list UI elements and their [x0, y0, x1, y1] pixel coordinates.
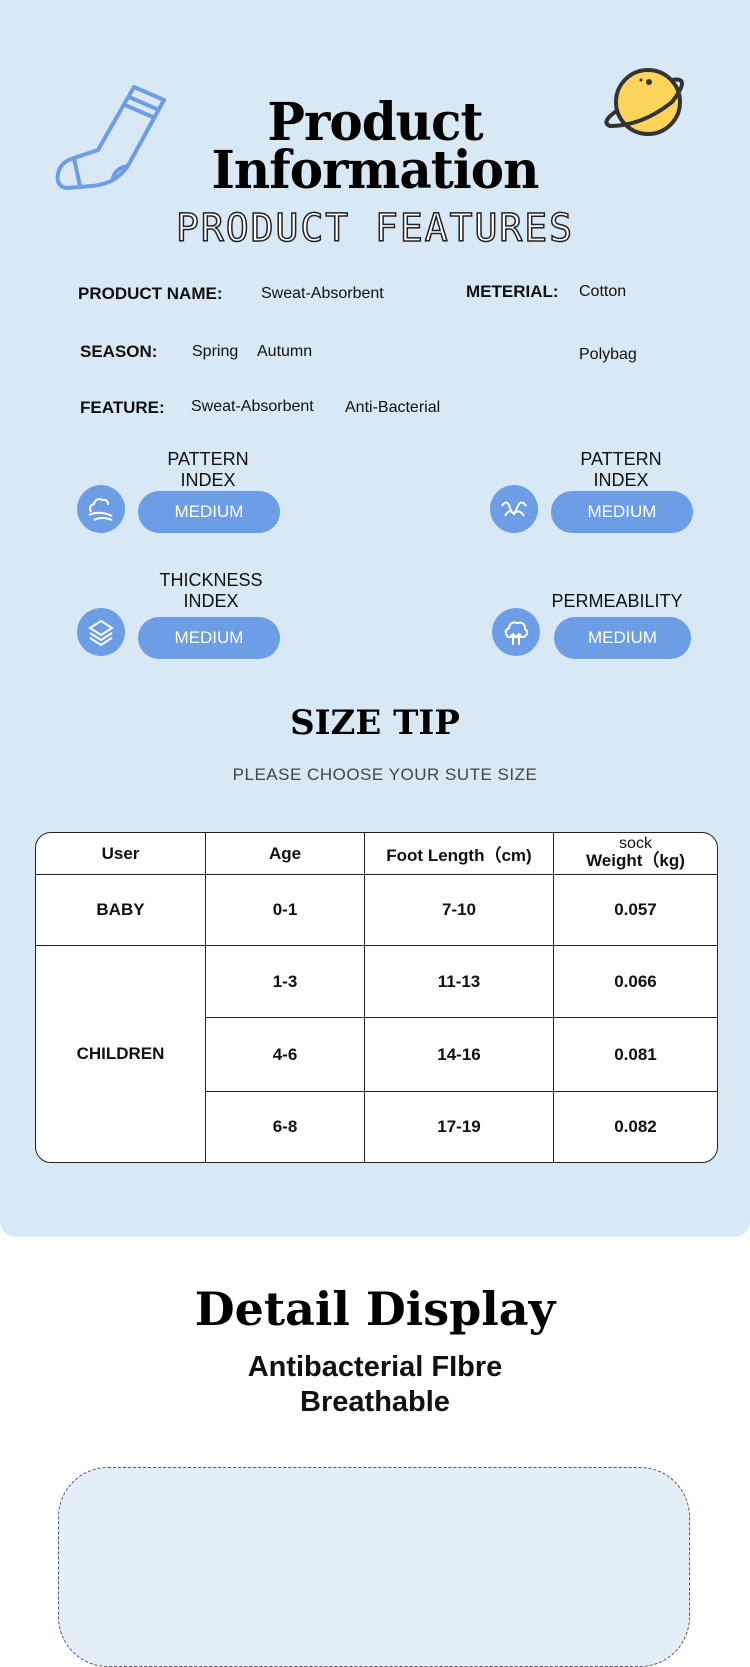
cell-weight: 0.082	[614, 1117, 657, 1136]
header-age: Age	[206, 833, 365, 875]
size-tip-title: SIZE TIP	[290, 703, 460, 743]
cell-age: 0-1	[206, 875, 365, 946]
season-value-2: Autumn	[257, 343, 313, 360]
material-label: METERIAL:	[466, 282, 559, 301]
detail-display-title: Detail Display	[194, 1282, 556, 1336]
index-label: PATTERN INDEX	[167, 449, 249, 490]
table-row: 4-6 14-16 0.081	[36, 1018, 717, 1092]
cell-weight: 0.057	[554, 875, 717, 946]
product-name-value: Sweat-Absorbent	[261, 285, 384, 302]
cell-age: 4-6	[206, 1018, 365, 1092]
layers-icon	[77, 608, 125, 656]
cell-foot: 7-10	[365, 875, 554, 946]
cloud-wind-icon	[77, 485, 125, 533]
cell-user: BABY	[36, 875, 206, 946]
cell-weight: 0.066	[554, 946, 717, 1018]
index-label: THICKNESS INDEX	[159, 570, 263, 611]
index-value-pill: MEDIUM	[554, 617, 691, 659]
cell-foot: 14-16	[365, 1018, 554, 1092]
subtitle: PRODUCT FEATURES	[175, 205, 575, 251]
feature-label: FEATURE:	[80, 398, 165, 417]
feature-value-2: Anti-Bacterial	[345, 399, 441, 416]
index-value-pill: MEDIUM	[138, 617, 280, 659]
season-label: SEASON:	[80, 342, 158, 361]
index-value-pill: MEDIUM	[138, 491, 280, 533]
header-foot-length: Foot Length（cm)	[365, 833, 554, 875]
material-value: Cotton	[579, 283, 627, 300]
detail-image-frame	[58, 1467, 690, 1667]
cell-foot: 11-13	[365, 946, 554, 1018]
season-value-1: Spring	[192, 343, 239, 360]
title-line1: Product	[267, 90, 483, 153]
feature-value-1: Sweat-Absorbent	[191, 398, 314, 415]
header-user: User	[36, 833, 206, 875]
index-value-pill: MEDIUM	[551, 491, 693, 533]
table-row: CHILDREN 1-3 11-13 0.066	[36, 946, 717, 1162]
cell-user: CHILDREN	[36, 946, 206, 1162]
cell-age: 1-3	[206, 946, 365, 1018]
size-table: User Age Foot Length（cm) sock Weight（kg) …	[35, 832, 718, 1163]
wave-icon	[490, 485, 538, 533]
cell-foot: 17-19	[365, 1092, 554, 1162]
table-row: BABY 0-1 7-10 0.057	[36, 875, 717, 946]
planet-icon	[604, 68, 684, 136]
detail-subtitle: Antibacterial FIbre Breathable	[247, 1351, 503, 1418]
breathable-cloud-icon	[492, 608, 540, 656]
packing-value: Polybag	[579, 346, 637, 363]
index-label: PATTERN INDEX	[580, 449, 662, 490]
size-tip-subtitle: PLEASE CHOOSE YOUR SUTE SIZE	[232, 765, 538, 784]
table-header-row: User Age Foot Length（cm) sock Weight（kg)	[36, 833, 717, 875]
table-row: 6-8 17-19 0.082	[36, 1092, 717, 1162]
product-name-label: PRODUCT NAME:	[78, 284, 223, 303]
sock-icon	[55, 85, 166, 190]
index-label: PERMEABILITY	[551, 591, 683, 611]
title-line2: Information	[211, 138, 539, 201]
cell-age: 6-8	[206, 1092, 365, 1162]
cell-weight: 0.081	[554, 1018, 717, 1092]
header-weight: sock Weight（kg)	[554, 833, 717, 875]
